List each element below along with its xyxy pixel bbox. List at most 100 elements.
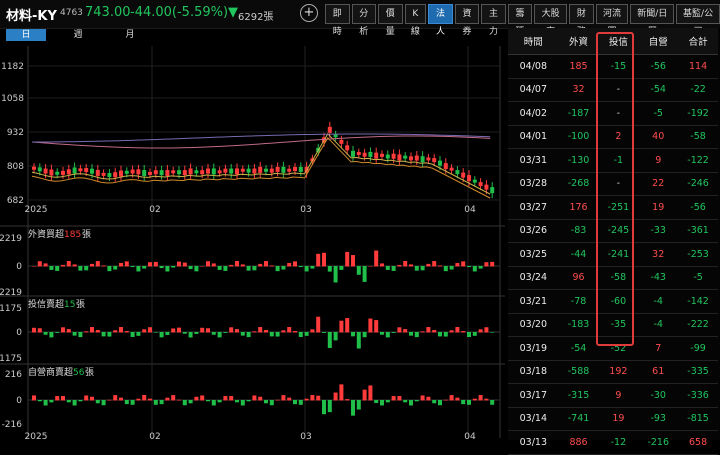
y-tick-label: 808 <box>7 162 24 172</box>
volume-bar <box>397 327 402 333</box>
volume-bar <box>124 261 129 267</box>
volume-bar <box>467 266 471 268</box>
tab-7[interactable]: 籌碼 <box>507 4 533 37</box>
volume-bar <box>142 266 147 269</box>
row-value: -253 <box>678 242 718 267</box>
volume-bar <box>420 266 425 271</box>
volume-bar <box>177 261 181 267</box>
table-row[interactable]: 03/21 -78 -60 -4 -142 <box>508 289 718 314</box>
tab-3[interactable]: K線 <box>404 4 427 37</box>
x-tick-label: 04 <box>464 432 476 440</box>
table-row[interactable]: 03/24 96 -58 -43 -5 <box>508 266 718 290</box>
volume-bar <box>130 266 135 268</box>
volume-bar <box>90 327 94 333</box>
tab-9[interactable]: 財務 <box>569 4 594 37</box>
row-value: -241 <box>598 242 639 267</box>
col-header[interactable]: 合計 <box>678 28 718 55</box>
candle-body <box>287 168 292 172</box>
table-row[interactable]: 04/01 -100 2 40 -58 <box>508 125 718 149</box>
volume-bar <box>461 261 466 267</box>
volume-bar <box>345 318 350 333</box>
tab-12[interactable]: 基監/公司 <box>676 4 720 37</box>
candle-body <box>293 167 297 172</box>
col-header[interactable]: 外資 <box>558 28 599 55</box>
table-row[interactable]: 03/18 -588 192 61 -335 <box>508 360 718 384</box>
volume-bar <box>322 400 326 415</box>
candle-body <box>43 168 48 174</box>
table-row[interactable]: 03/14 -741 19 -93 -815 <box>508 407 718 431</box>
add-watchlist-button[interactable]: + <box>300 4 318 22</box>
volume-bar <box>322 252 326 267</box>
candle-body <box>142 170 147 177</box>
candle-body <box>426 157 431 161</box>
volume-bar <box>72 332 77 336</box>
candle-body <box>368 151 373 157</box>
volume-bar <box>200 265 205 267</box>
volume-bar <box>142 395 147 401</box>
volume-bar <box>182 262 187 267</box>
volume-bar <box>240 264 245 267</box>
candle-body <box>211 168 216 175</box>
row-value: -100 <box>558 125 599 149</box>
tab-11[interactable]: 新聞/日曆 <box>630 4 675 37</box>
tab-2[interactable]: 價量 <box>378 4 403 37</box>
volume-bar <box>438 265 442 267</box>
volume-bar <box>472 332 477 336</box>
candle-body <box>78 168 83 172</box>
volume-bar <box>287 262 292 267</box>
table-row[interactable]: 04/02 -187- -5 -192 <box>508 101 718 126</box>
tab-8[interactable]: 大股東 <box>534 4 568 37</box>
y-tick-label: 0 <box>16 396 22 406</box>
volume-bar <box>316 253 321 267</box>
table-row[interactable]: 03/28 -268-22 -246 <box>508 172 718 196</box>
col-header[interactable]: 投信 <box>598 28 639 55</box>
candle-body <box>252 168 257 174</box>
candle-body <box>206 168 210 174</box>
tab-10[interactable]: 河流圖 <box>595 4 629 37</box>
candle-body <box>95 169 100 176</box>
col-header[interactable]: 時間 <box>508 28 559 55</box>
volume-bar <box>148 262 152 267</box>
volume-bar <box>362 389 367 401</box>
row-value: -5 <box>678 266 718 290</box>
table-row[interactable]: 03/26 -83 -245 -33 -361 <box>508 219 718 243</box>
volume-bar <box>281 395 286 401</box>
row-value: -43 <box>638 266 679 290</box>
volume-bar <box>113 330 118 333</box>
row-value: -54 <box>638 78 679 102</box>
volume-bar <box>304 266 309 272</box>
table-row[interactable]: 03/20 -183 -35 -4 -222 <box>508 313 718 337</box>
table-row[interactable]: 03/31 -130 -1 9 -122 <box>508 148 718 173</box>
table-row[interactable]: 03/17 -315 9 -30 -336 <box>508 383 718 408</box>
volume-bar <box>107 332 112 337</box>
candle-body <box>420 156 425 163</box>
row-date: 03/13 <box>508 430 559 455</box>
period-2[interactable]: 月 <box>125 30 135 40</box>
table-row[interactable]: 03/25 -44 -241 32 -253 <box>508 242 718 267</box>
volume-bar <box>119 262 123 267</box>
volume-bar <box>467 400 471 405</box>
tab-4[interactable]: 法人 <box>428 4 453 37</box>
volume-bar <box>275 399 280 401</box>
price-change: -44.00(-5.59%)▼ <box>130 5 238 20</box>
table-row[interactable]: 03/27 176 -251 19 -56 <box>508 195 718 220</box>
y-tick-label: -2219 <box>0 288 22 298</box>
tab-0[interactable]: 即時 <box>325 4 350 37</box>
tab-6[interactable]: 主力 <box>481 4 506 37</box>
tab-5[interactable]: 資券 <box>454 4 480 37</box>
candle-body <box>148 171 152 175</box>
volume-bar <box>258 396 263 401</box>
row-date: 04/02 <box>508 101 559 126</box>
table-row[interactable]: 04/08 185 -15 -56 114 <box>508 54 718 79</box>
volume-bar <box>171 395 176 401</box>
period-1[interactable]: 週 <box>73 30 83 40</box>
panel-title-value: 15 <box>64 300 75 310</box>
row-value: -33 <box>638 219 679 243</box>
table-row[interactable]: 03/13 886 -12 -216 658 <box>508 430 718 455</box>
candle-body <box>200 170 205 175</box>
table-row[interactable]: 03/19 -54 -52 7 -99 <box>508 336 718 361</box>
col-header[interactable]: 自營 <box>638 28 679 55</box>
tab-1[interactable]: 分析 <box>351 4 377 37</box>
period-0[interactable]: 日 <box>6 29 46 41</box>
table-row[interactable]: 04/07 32- -54 -22 <box>508 78 718 102</box>
